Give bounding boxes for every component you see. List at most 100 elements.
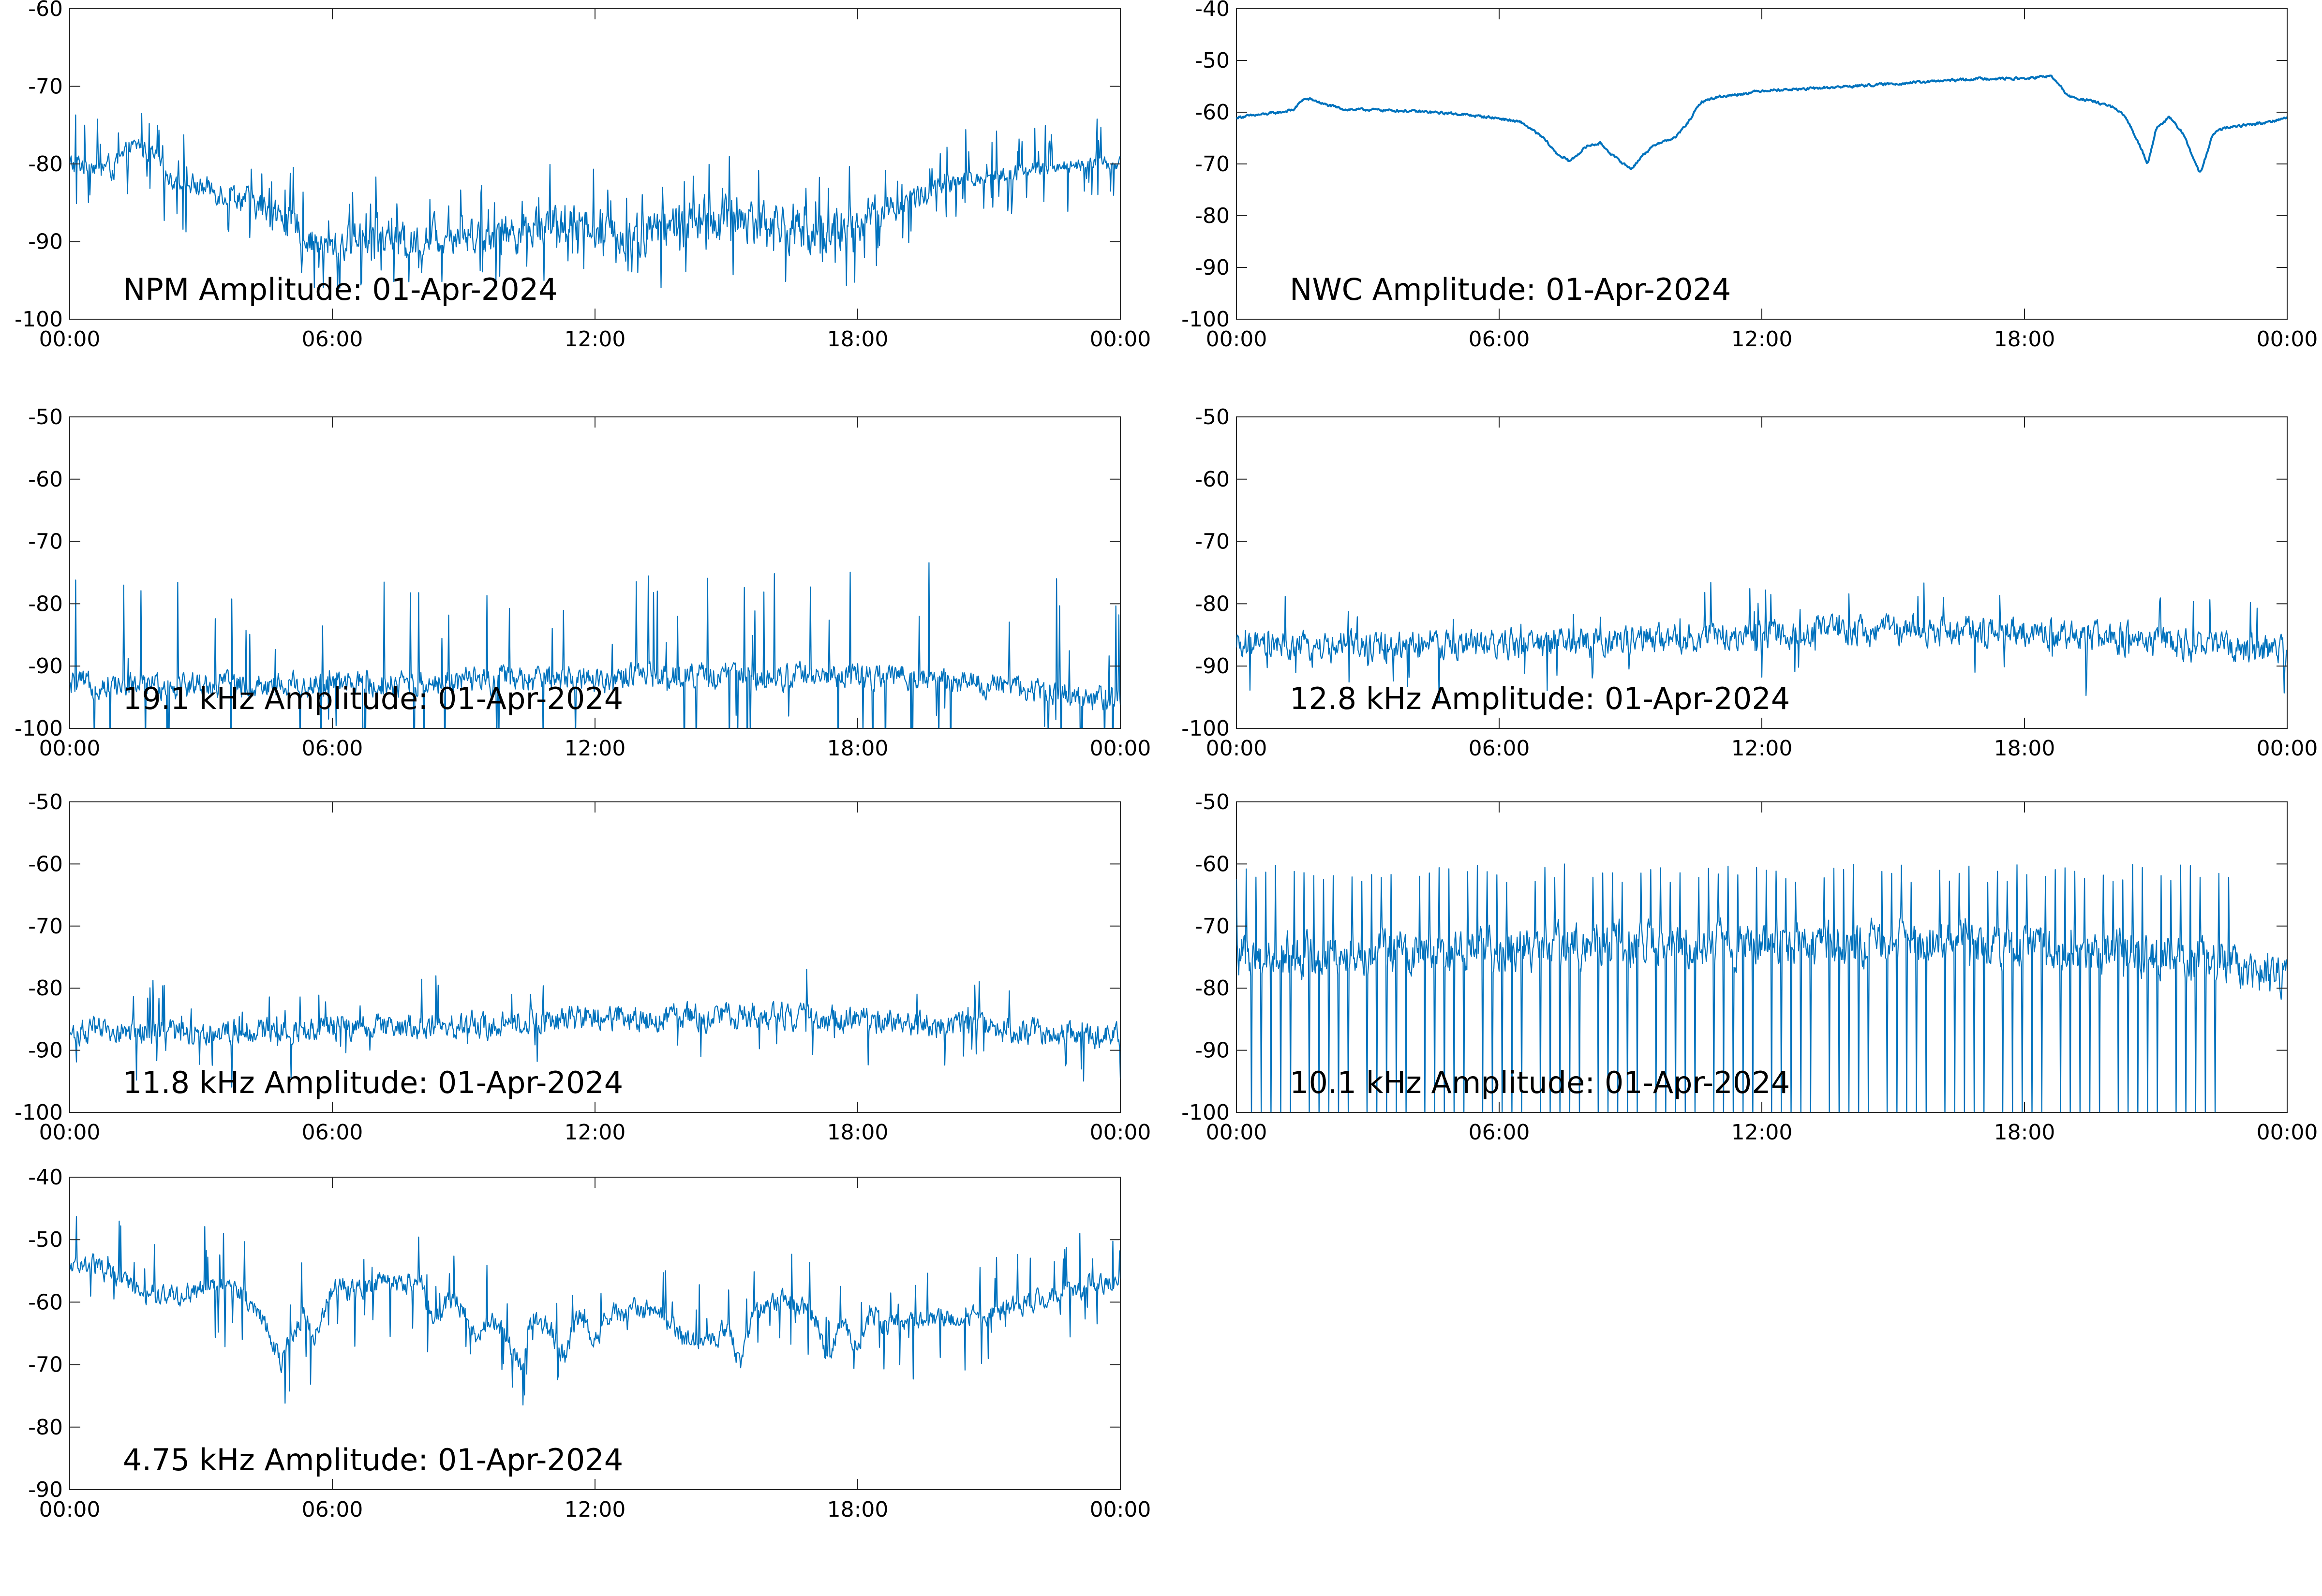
series-line: [70, 113, 1120, 293]
series-line: [70, 1216, 1120, 1406]
x-tick-label: 18:00: [827, 1497, 889, 1522]
y-tick-label: -80: [1195, 204, 1230, 228]
y-tick-label: -50: [28, 1227, 63, 1252]
x-tick-label: 06:00: [302, 327, 363, 352]
x-tick-label: 00:00: [1090, 1497, 1151, 1522]
x-tick-label: 00:00: [1090, 327, 1151, 352]
series-line-group: [70, 969, 1120, 1088]
y-tick-label: -90: [28, 1038, 63, 1063]
y-tick-label: -80: [28, 976, 63, 1001]
tick-group: 00:00 06:00 12:00 18:00 00:00 -60 -70 -80 -90 -10…: [15, 0, 1151, 352]
y-tick-label: -60: [28, 467, 63, 492]
x-tick-label: 00:00: [2257, 1120, 2318, 1145]
panel-11-8-khz: 00:00 06:00 12:00 18:00 00:00 -50 -60 -70 -80 -90…: [15, 790, 1151, 1145]
y-tick-label: -70: [1195, 914, 1230, 939]
y-tick-label: -50: [28, 790, 63, 814]
y-tick-label: -70: [1195, 152, 1230, 177]
tick-group: 00:00 06:00 12:00 18:00 00:00 -50 -60 -70 -80 -90…: [15, 405, 1151, 761]
y-tick-label: -100: [1181, 716, 1230, 741]
y-tick-label: -70: [1195, 530, 1230, 554]
y-tick-label: -100: [1181, 1100, 1230, 1125]
tick-group: 00:00 06:00 12:00 18:00 00:00 -40 -50 -60 -70 -80…: [28, 1165, 1151, 1522]
tick-group: 00:00 06:00 12:00 18:00 00:00 -50 -60 -70 -80 -90…: [1181, 790, 2318, 1145]
x-tick-label: 18:00: [1994, 327, 2055, 352]
y-tick-label: -70: [28, 530, 63, 554]
tick-group: 00:00 06:00 12:00 18:00 00:00 -50 -60 -70 -80 -90…: [1181, 405, 2318, 761]
x-tick-label: 12:00: [565, 736, 626, 761]
x-tick-label: 12:00: [1731, 736, 1793, 761]
y-tick-label: -100: [1181, 307, 1230, 332]
panel-title: 19.1 kHz Amplitude: 01-Apr-2024: [123, 681, 623, 716]
x-tick-label: 18:00: [827, 1120, 889, 1145]
panel-19-1-khz: 00:00 06:00 12:00 18:00 00:00 -50 -60 -70 -80 -90…: [15, 405, 1151, 761]
series-line: [70, 562, 1120, 728]
y-tick-label: -80: [28, 152, 63, 177]
y-tick-label: -40: [1195, 0, 1230, 21]
axes-frame: [1236, 801, 2288, 1113]
y-tick-label: -90: [1195, 1038, 1230, 1063]
panel-title: 4.75 kHz Amplitude: 01-Apr-2024: [123, 1442, 623, 1478]
y-tick-label: -80: [28, 1415, 63, 1440]
x-tick-label: 12:00: [565, 1120, 626, 1145]
x-tick-label: 06:00: [1469, 1120, 1530, 1145]
y-tick-label: -90: [28, 1478, 63, 1502]
y-tick-label: -90: [1195, 255, 1230, 280]
series-line-group: [1236, 74, 2287, 173]
panel-4-75-khz: 00:00 06:00 12:00 18:00 00:00 -40 -50 -60 -70 -80…: [28, 1165, 1151, 1522]
y-tick-label: -90: [28, 654, 63, 679]
tick-group: 00:00 06:00 12:00 18:00 00:00 -40 -50 -60 -70 -80…: [1181, 0, 2318, 352]
y-tick-label: -60: [28, 852, 63, 876]
series-line-group: [1236, 582, 2287, 703]
series-line: [1236, 582, 2287, 703]
x-tick-label: 00:00: [39, 1497, 101, 1522]
tick-group: 00:00 06:00 12:00 18:00 00:00 -50 -60 -70 -80 -90…: [15, 790, 1151, 1145]
panel-title: 12.8 kHz Amplitude: 01-Apr-2024: [1290, 681, 1790, 716]
x-tick-label: 06:00: [302, 736, 363, 761]
x-tick-label: 00:00: [2257, 327, 2318, 352]
x-tick-label: 18:00: [827, 736, 889, 761]
y-tick-label: -50: [1195, 48, 1230, 73]
x-tick-label: 18:00: [827, 327, 889, 352]
x-tick-label: 06:00: [1469, 736, 1530, 761]
y-tick-label: -70: [28, 1353, 63, 1377]
series-line: [70, 969, 1120, 1088]
x-tick-label: 12:00: [1731, 327, 1793, 352]
y-tick-label: -60: [28, 1290, 63, 1315]
series-line: [1236, 74, 2287, 173]
series-line-group: [70, 1216, 1120, 1406]
y-tick-label: -60: [1195, 852, 1230, 876]
x-tick-label: 00:00: [1090, 1120, 1151, 1145]
series-line: [1236, 863, 2287, 1112]
x-tick-label: 06:00: [302, 1497, 363, 1522]
y-tick-label: -60: [28, 0, 63, 21]
x-tick-label: 18:00: [1994, 736, 2055, 761]
x-tick-label: 06:00: [1469, 327, 1530, 352]
y-tick-label: -40: [28, 1165, 63, 1190]
y-tick-label: -60: [1195, 100, 1230, 125]
x-tick-label: 00:00: [39, 327, 101, 352]
x-tick-label: 00:00: [39, 736, 101, 761]
x-tick-label: 00:00: [2257, 736, 2318, 761]
x-tick-label: 12:00: [1731, 1120, 1793, 1145]
x-tick-label: 12:00: [565, 1497, 626, 1522]
x-tick-label: 00:00: [1090, 736, 1151, 761]
y-tick-label: -80: [28, 591, 63, 616]
panel-12-8-khz: 00:00 06:00 12:00 18:00 00:00 -50 -60 -70 -80 -90…: [1181, 405, 2318, 761]
x-tick-label: 00:00: [1206, 736, 1267, 761]
series-line-group: [70, 562, 1120, 728]
y-tick-label: -70: [28, 914, 63, 939]
x-tick-label: 06:00: [302, 1120, 363, 1145]
panel-title: 10.1 kHz Amplitude: 01-Apr-2024: [1290, 1065, 1790, 1100]
y-tick-label: -70: [28, 74, 63, 99]
y-tick-label: -50: [1195, 790, 1230, 814]
series-line-group: [1236, 863, 2287, 1112]
panel-title: 11.8 kHz Amplitude: 01-Apr-2024: [123, 1065, 623, 1100]
panel-title: NPM Amplitude: 01-Apr-2024: [123, 272, 558, 307]
y-tick-label: -60: [1195, 467, 1230, 492]
y-tick-label: -80: [1195, 591, 1230, 616]
axes-frame: [69, 1177, 1121, 1490]
axes-frame: [1236, 8, 2288, 320]
y-tick-label: -50: [1195, 405, 1230, 429]
y-tick-label: -90: [28, 230, 63, 254]
